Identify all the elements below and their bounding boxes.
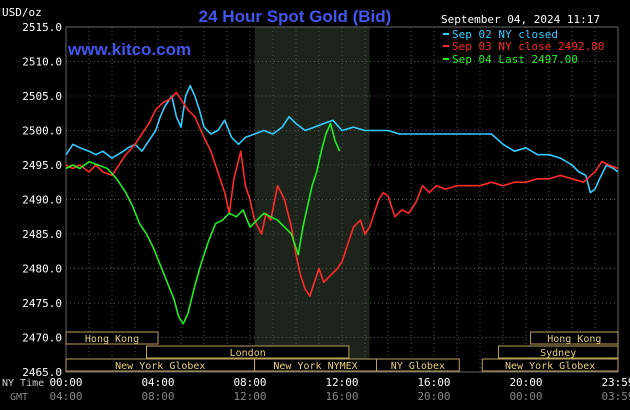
session-bar xyxy=(481,358,619,372)
y-tick-label: 2475.0 xyxy=(22,297,62,310)
y-tick-label: 2465.0 xyxy=(22,366,62,379)
chart-date-label: September 04, 2024 11:17 xyxy=(441,13,600,26)
x-tick-label-ny: 08:00 xyxy=(233,376,266,389)
session-label: NY Globex xyxy=(391,361,445,372)
x-tick-label-ny: 20:00 xyxy=(509,376,542,389)
y-tick-label: 2485.0 xyxy=(22,228,62,241)
legend-item-sep03: Sep 03 NY close 2492.80 xyxy=(452,40,604,53)
session-label: Sydney xyxy=(540,348,576,359)
series-lines xyxy=(65,84,619,325)
chart-title: 24 Hour Spot Gold (Bid) xyxy=(199,7,392,26)
market-session-bars: Hong Kong Hong Kong London Sydney New York G… xyxy=(65,331,619,372)
y-tick-label: 2470.0 xyxy=(22,332,62,345)
y-tick-label: 2500.0 xyxy=(22,125,62,138)
watermark-url: www.kitco.com xyxy=(67,40,191,59)
session-bar xyxy=(530,331,619,345)
x-axis-ticks: 00:0004:0008:0012:0016:0020:0023:5904:00… xyxy=(49,376,630,403)
legend-item-sep04: Sep 04 Last 2497.00 xyxy=(452,53,578,66)
legend: Sep 02 NY closed Sep 03 NY close 2492.80… xyxy=(443,28,604,66)
session-label: Hong Kong xyxy=(547,334,601,345)
x-tick-label-gmt: 12:00 xyxy=(233,390,266,403)
series-line-1 xyxy=(65,91,619,297)
x-tick-label-ny: 04:00 xyxy=(141,376,174,389)
x-tick-label-gmt: 03:59 xyxy=(601,390,630,403)
x-axis-label-ny: NY Time xyxy=(2,378,44,389)
y-tick-label: 2490.0 xyxy=(22,194,62,207)
x-tick-label-gmt: 04:00 xyxy=(49,390,82,403)
session-bar xyxy=(497,345,619,359)
session-label: New York Globex xyxy=(505,361,595,372)
x-tick-label-gmt: 16:00 xyxy=(325,390,358,403)
session-bar xyxy=(376,358,460,372)
series-line-0 xyxy=(65,84,619,194)
x-tick-label-ny: 16:00 xyxy=(417,376,450,389)
session-bar xyxy=(65,331,159,345)
y-tick-label: 2480.0 xyxy=(22,263,62,276)
session-label: New York Globex xyxy=(115,361,205,372)
y-tick-label: 2510.0 xyxy=(22,56,62,69)
legend-item-sep02: Sep 02 NY closed xyxy=(452,28,558,41)
x-axis-label-gmt: GMT xyxy=(10,392,28,403)
x-tick-label-gmt: 08:00 xyxy=(141,390,174,403)
session-label: Hong Kong xyxy=(85,334,139,345)
plot-frame xyxy=(65,26,619,373)
series-line-2 xyxy=(65,122,341,325)
session-label: London xyxy=(230,348,266,359)
x-tick-label-gmt: 00:00 xyxy=(509,390,542,403)
y-tick-label: 2505.0 xyxy=(22,90,62,103)
x-tick-label-ny: 00:00 xyxy=(49,376,82,389)
nymex-highlight-band xyxy=(254,27,370,372)
session-label: New York NYMEX xyxy=(273,361,357,372)
y-tick-label: 2515.0 xyxy=(22,21,62,34)
x-tick-label-ny: 12:00 xyxy=(325,376,358,389)
session-bar xyxy=(146,345,350,359)
y-axis-unit-label: USD/oz xyxy=(2,6,42,19)
y-tick-label: 2495.0 xyxy=(22,159,62,172)
x-tick-label-ny: 23:59 xyxy=(601,376,630,389)
y-axis-ticks: 2515.0 2510.0 2505.0 2500.0 2495.0 2490.0 2485… xyxy=(22,21,62,379)
x-tick-label-gmt: 20:00 xyxy=(417,390,450,403)
